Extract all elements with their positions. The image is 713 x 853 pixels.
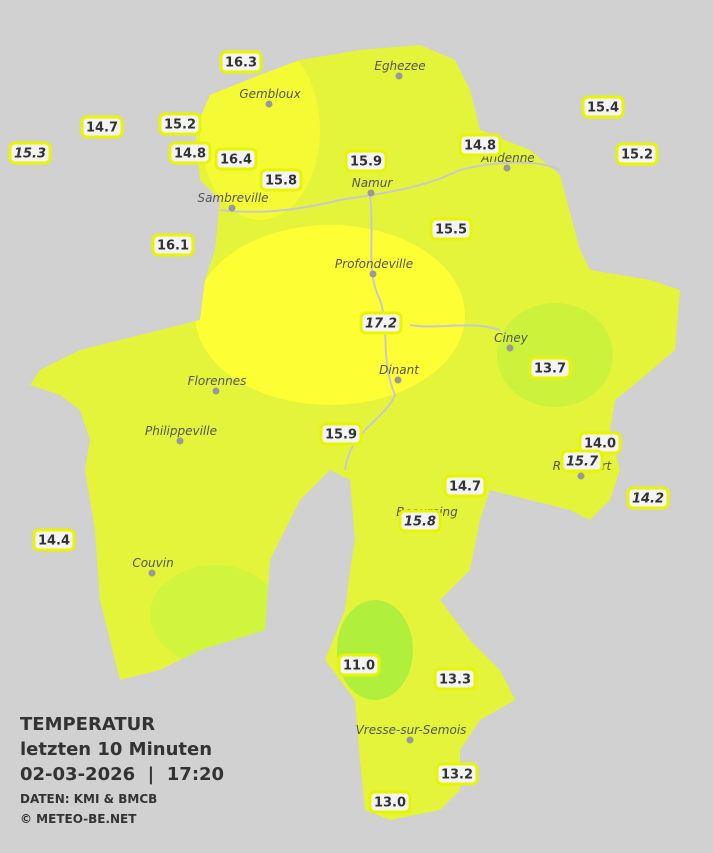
station-box [214,147,258,171]
station-value: 16.1 [157,239,189,254]
station-box [259,168,303,192]
title: TEMPERATUR [20,714,155,735]
station-value: 15.9 [350,155,382,170]
station-value: 15.8 [404,515,436,530]
station-value: 13.2 [441,768,473,783]
city-label: Philippeville [145,424,217,438]
station-box [344,149,388,173]
city-label: Couvin [132,556,173,570]
station-value: 15.2 [164,118,196,133]
station-box [560,449,604,473]
station-box [435,762,479,786]
city-dot [176,437,184,445]
station-box [615,142,659,166]
station-box [359,311,403,335]
city-dot [395,72,403,80]
city-dot [503,164,511,172]
city-label: Eghezee [374,59,425,73]
station-value: 14.7 [86,121,118,136]
station-box [528,356,572,380]
city-label: Florennes [188,374,247,388]
station-box [80,115,124,139]
city-dot [394,376,402,384]
station-value: 15.5 [435,223,467,238]
station-value: 13.0 [374,796,406,811]
station-box [219,50,263,74]
source: DATEN: KMI & BMCB [20,792,157,806]
station-value: 15.8 [265,174,297,189]
station-value: 15.4 [587,101,619,116]
station-box [168,141,212,165]
city-dot [577,472,585,480]
city-dot [369,270,377,278]
station-box [398,509,442,533]
city-label: Profondeville [335,257,413,271]
station-value: 13.3 [439,673,471,688]
city-label: Gembloux [239,87,301,101]
city-dot [406,736,414,744]
station-box [429,217,473,241]
station-value: 14.4 [38,534,70,549]
station-value: 14.7 [449,480,481,495]
station-box [158,112,202,136]
city-dot [506,344,514,352]
station-box [151,233,195,257]
datetime: 02-03-2026 | 17:20 [20,764,224,785]
station-box [8,141,52,165]
station-value: 14.8 [174,147,206,162]
city-label: Vresse-sur-Semois [356,723,467,737]
station-value: 14.2 [632,492,664,507]
city-label: Namur [352,176,394,190]
station-value: 14.0 [584,437,616,452]
city-dot [265,100,273,108]
station-value: 15.2 [621,148,653,163]
station-box [368,790,412,814]
station-value: 15.7 [566,455,599,470]
station-value: 15.3 [14,147,46,162]
station-value: 13.7 [534,362,566,377]
city-dot [367,189,375,197]
station-box [433,667,477,691]
station-value: 17.2 [365,317,397,332]
stations: 16.3 14.7 15.2 15.3 14.8 16.4 15.9 15.8 14.8 15.4… [8,50,670,814]
city-dot [212,387,220,395]
credit: © METEO-BE.NET [20,812,137,826]
station-box [626,486,670,510]
station-box [581,95,625,119]
subtitle: letzten 10 Minuten [20,739,212,760]
station-value: 14.8 [464,139,496,154]
station-box [443,474,487,498]
station-box [319,422,363,446]
station-value: 11.0 [343,659,375,674]
station-box [337,653,381,677]
station-value: 16.4 [220,153,252,168]
city-label: Sambreville [197,191,268,205]
city-dot [148,569,156,577]
station-box [32,528,76,552]
station-value: 15.9 [325,428,357,443]
city-label: Ciney [494,331,529,345]
station-box [458,133,502,157]
station-value: 16.3 [225,56,257,71]
city-dot [228,204,236,212]
city-label: Dinant [379,363,420,377]
rivers [219,161,561,471]
